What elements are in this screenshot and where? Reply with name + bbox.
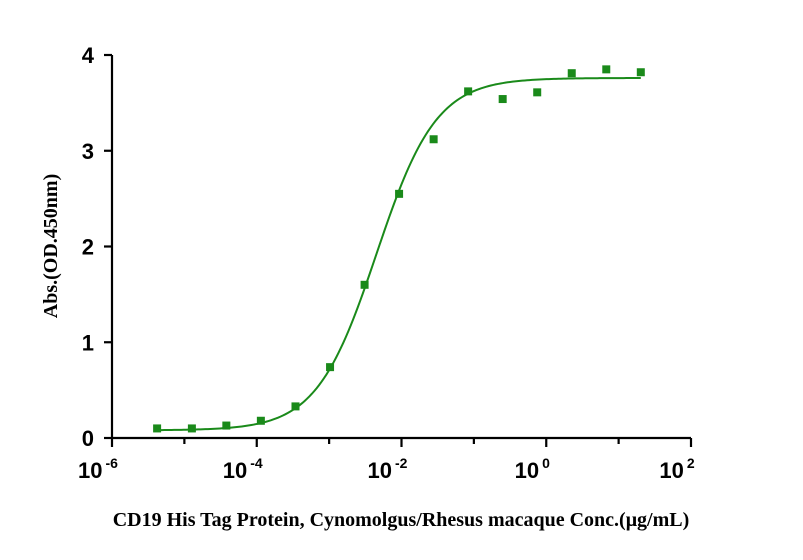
data-point [256,416,265,425]
data-point [326,363,335,372]
axes [110,55,691,440]
data-point [636,68,645,77]
y-tick-label: 0 [82,426,94,451]
x-axis-title: CD19 His Tag Protein, Cynomolgus/Rhesus … [113,509,690,531]
fit-curve [157,77,641,432]
data-point [395,189,404,198]
x-tick-label: 10 -4 [223,455,263,483]
y-tick-label: 3 [82,139,94,164]
data-point [533,88,542,97]
x-tick-label: 10 -2 [368,455,408,483]
x-tick-label: 10 0 [515,455,550,483]
data-point [153,424,162,433]
data-point [187,424,196,433]
data-point [567,69,576,78]
data-point [222,421,231,430]
y-tick-label: 4 [82,43,95,68]
data-points [153,65,645,433]
data-point [464,87,473,96]
data-point [429,135,438,144]
x-tick-label: 10 2 [659,455,694,483]
data-point [291,402,300,411]
x-tick-label: 10 -6 [78,455,118,483]
data-point [498,95,507,104]
data-point [360,280,369,289]
y-axis-title: Abs.(OD.450nm) [40,174,62,318]
data-point [602,65,611,74]
x-axis-ticks: 10 -6 10 -4 10 -2 10 0 10 2 [78,438,695,483]
y-tick-label: 2 [82,235,94,260]
y-axis-ticks: 0 1 2 3 4 [82,43,112,451]
y-tick-label: 1 [82,330,94,355]
